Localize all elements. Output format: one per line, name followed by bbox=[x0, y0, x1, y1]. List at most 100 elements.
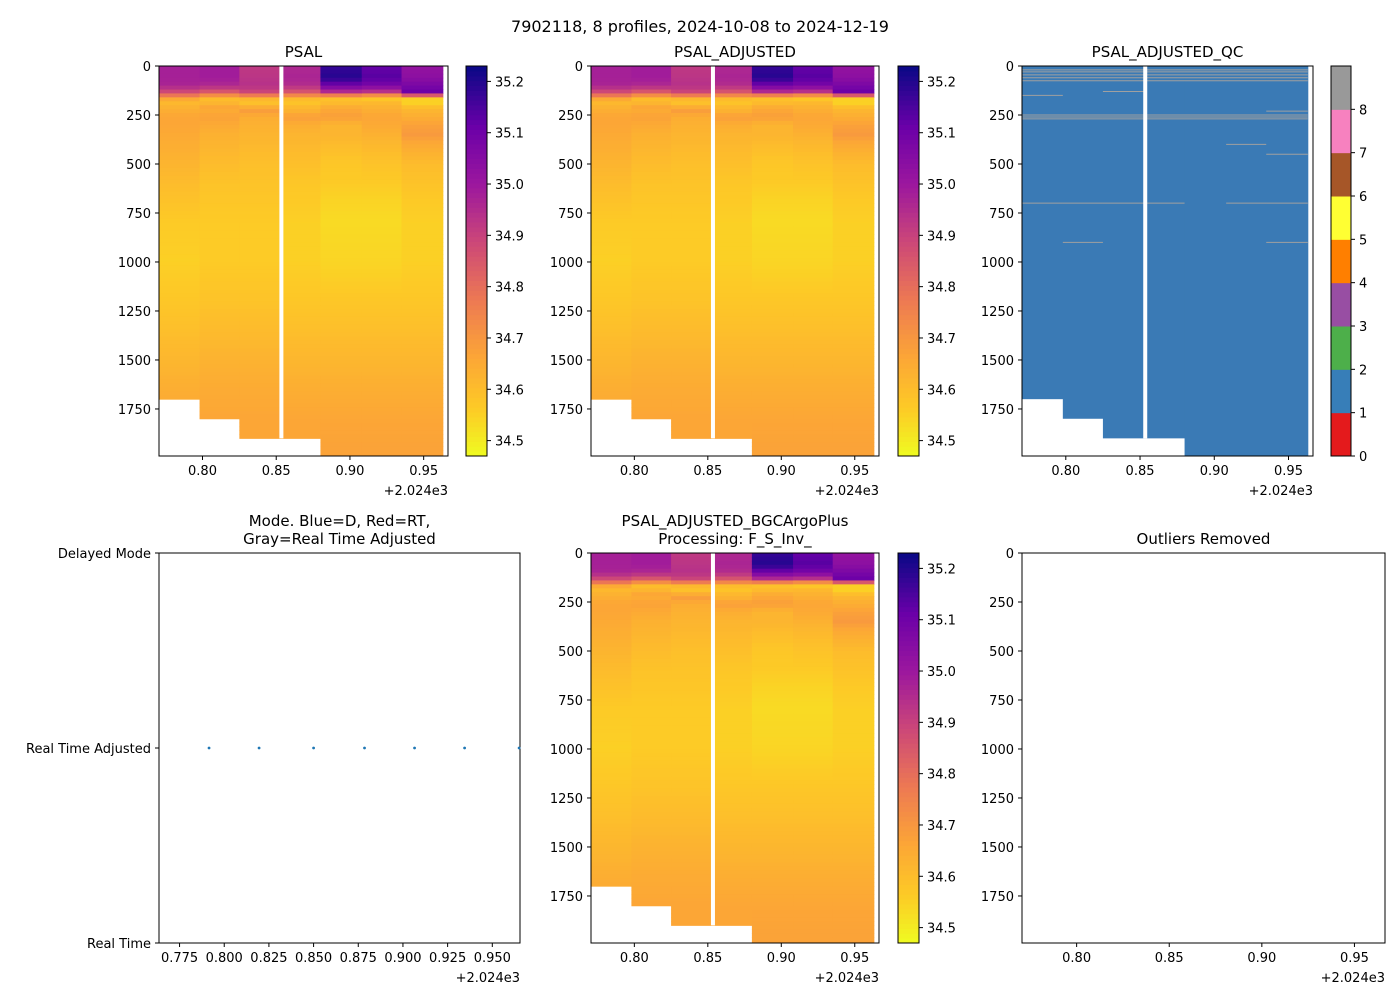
heatmap-cell bbox=[832, 410, 875, 416]
y-tick-label: 500 bbox=[989, 158, 1014, 173]
heatmap-cell bbox=[279, 163, 321, 169]
heatmap-cell bbox=[159, 324, 201, 330]
heatmap-cell bbox=[591, 592, 632, 597]
heatmap-cell bbox=[631, 827, 672, 832]
heatmap-cell bbox=[239, 293, 281, 298]
heatmap-cell bbox=[671, 328, 712, 334]
heatmap-cell bbox=[832, 160, 875, 165]
heatmap-cell bbox=[711, 615, 753, 621]
heatmap-cell bbox=[401, 105, 444, 110]
heatmap-cell bbox=[832, 113, 875, 118]
heatmap-cell bbox=[711, 576, 753, 581]
heatmap-cell bbox=[279, 403, 321, 408]
heatmap-cell bbox=[832, 136, 875, 141]
heatmap-cell bbox=[671, 140, 712, 145]
heatmap-cell bbox=[361, 367, 403, 373]
heatmap-cell bbox=[832, 878, 875, 883]
heatmap-cell bbox=[631, 160, 672, 165]
heatmap-cell bbox=[199, 359, 240, 365]
heatmap-cell bbox=[711, 144, 753, 149]
heatmap-cell bbox=[199, 254, 240, 259]
heatmap-cell bbox=[751, 568, 794, 574]
heatmap-cell bbox=[320, 328, 363, 334]
heatmap-cell bbox=[793, 367, 834, 373]
heatmap-cell bbox=[361, 89, 403, 94]
heatmap-cell bbox=[631, 846, 672, 852]
heatmap-cell bbox=[239, 258, 281, 263]
colorbar-segment bbox=[466, 148, 487, 155]
heatmap-cell bbox=[239, 375, 281, 381]
heatmap-cell bbox=[832, 348, 875, 353]
heatmap-cell bbox=[631, 218, 672, 224]
heatmap-cell bbox=[751, 152, 794, 157]
heatmap-cell bbox=[832, 705, 875, 711]
heatmap-cell bbox=[671, 356, 712, 361]
y-tick-label: 1000 bbox=[981, 256, 1014, 271]
heatmap-cell bbox=[159, 254, 201, 259]
colorbar-segment bbox=[898, 850, 919, 856]
heatmap-cell bbox=[199, 269, 240, 275]
y-tick-label: 750 bbox=[989, 207, 1014, 222]
heatmap-cell bbox=[279, 214, 321, 220]
heatmap-cell bbox=[832, 73, 875, 79]
heatmap-cell bbox=[671, 556, 712, 562]
colorbar-tick-label: 34.8 bbox=[927, 281, 956, 296]
heatmap-cell bbox=[631, 866, 672, 871]
heatmap-cell bbox=[751, 709, 794, 715]
heatmap-cell bbox=[591, 97, 632, 102]
heatmap-cell bbox=[239, 395, 281, 400]
heatmap-cell bbox=[793, 434, 834, 439]
heatmap-cell bbox=[751, 933, 794, 938]
heatmap-cell bbox=[591, 116, 632, 122]
heatmap-cell bbox=[793, 909, 834, 915]
colorbar-tick-label: 8 bbox=[1359, 103, 1367, 118]
heatmap-cell bbox=[159, 250, 201, 255]
heatmap-cell bbox=[711, 320, 753, 326]
heatmap-cell bbox=[711, 913, 753, 919]
heatmap-cell bbox=[671, 211, 712, 216]
heatmap-cell bbox=[361, 144, 403, 149]
heatmap-cell bbox=[320, 375, 363, 381]
heatmap-cell bbox=[159, 109, 201, 114]
colorbar-segment bbox=[466, 451, 487, 457]
heatmap-cell bbox=[199, 332, 240, 337]
heatmap-cell bbox=[591, 269, 632, 275]
heatmap-cell bbox=[711, 874, 753, 879]
heatmap-cell bbox=[591, 85, 632, 91]
heatmap-cell bbox=[401, 316, 444, 322]
heatmap-cell bbox=[239, 85, 281, 91]
heatmap-cell bbox=[320, 422, 363, 428]
heatmap-cell bbox=[361, 269, 403, 275]
heatmap-cell bbox=[793, 850, 834, 856]
heatmap-cell bbox=[671, 670, 712, 676]
heatmap-cell bbox=[751, 438, 794, 443]
heatmap-cell bbox=[401, 77, 444, 83]
colorbar-segment bbox=[466, 407, 487, 413]
colorbar-segment bbox=[466, 295, 487, 301]
heatmap-cell bbox=[793, 729, 834, 734]
x-tick-label: 0.85 bbox=[1155, 951, 1184, 966]
heatmap-cell bbox=[361, 187, 403, 192]
heatmap-cell bbox=[631, 690, 672, 695]
heatmap-cells bbox=[591, 553, 875, 944]
heatmap-cell bbox=[671, 410, 712, 416]
colorbar-segment bbox=[898, 421, 919, 428]
heatmap-cell bbox=[591, 113, 632, 118]
heatmap-cell bbox=[832, 171, 875, 177]
heatmap-cell bbox=[591, 792, 632, 797]
y-tick-label: 0 bbox=[575, 547, 583, 562]
heatmap-cell bbox=[279, 116, 321, 122]
heatmap-cell bbox=[591, 631, 632, 636]
heatmap-cell bbox=[320, 387, 363, 392]
heatmap-cell bbox=[631, 254, 672, 259]
colorbar-segment bbox=[466, 119, 487, 125]
heatmap-cell bbox=[671, 823, 712, 828]
heatmap-cell bbox=[711, 639, 753, 644]
heatmap-cell bbox=[159, 242, 201, 247]
heatmap-cell bbox=[832, 815, 875, 821]
x-tick-label: 0.775 bbox=[161, 951, 198, 966]
heatmap-cell bbox=[751, 89, 794, 94]
heatmap-cell bbox=[279, 148, 321, 153]
heatmap-cell bbox=[832, 93, 875, 98]
heatmap-cell bbox=[279, 187, 321, 192]
